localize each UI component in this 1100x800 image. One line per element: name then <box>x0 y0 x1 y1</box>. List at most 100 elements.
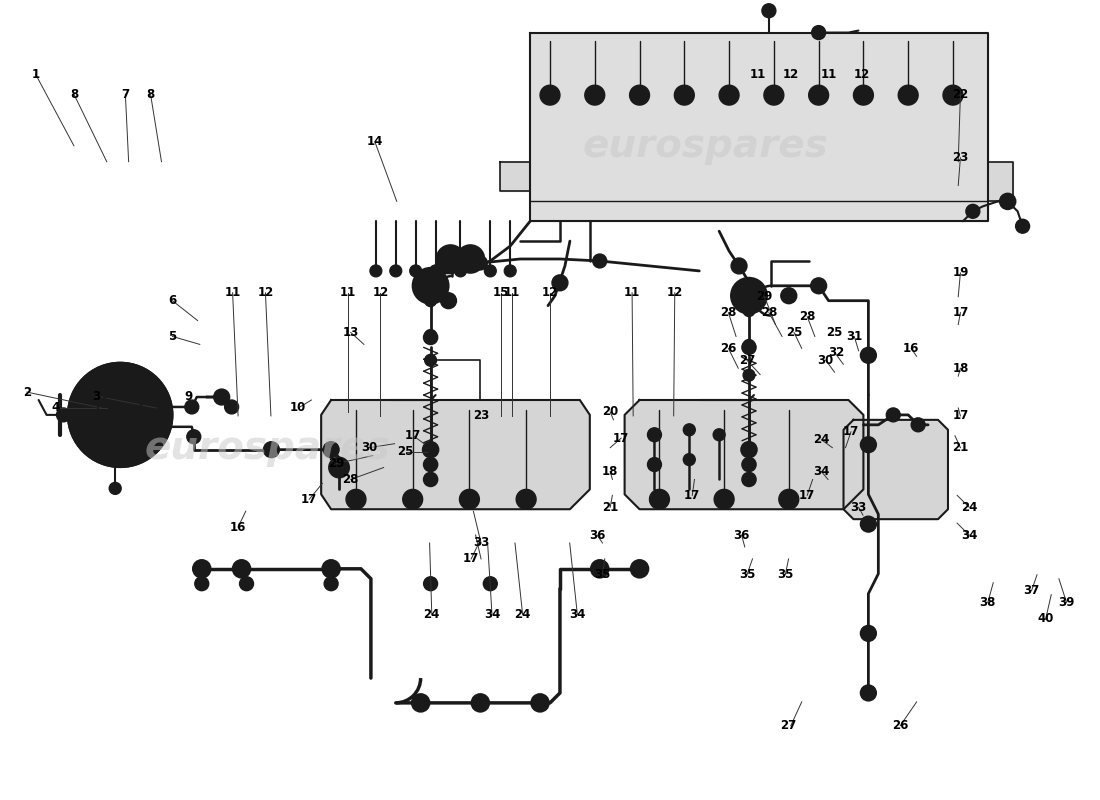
Text: 31: 31 <box>846 330 862 343</box>
Polygon shape <box>625 400 864 510</box>
Circle shape <box>713 429 725 441</box>
Circle shape <box>472 694 490 712</box>
Circle shape <box>742 305 755 317</box>
Text: 1: 1 <box>32 68 40 81</box>
Text: 11: 11 <box>750 68 766 81</box>
Circle shape <box>899 86 918 105</box>
Text: 26: 26 <box>892 719 909 732</box>
Circle shape <box>322 560 340 578</box>
Text: 17: 17 <box>463 552 480 566</box>
Text: 34: 34 <box>813 465 829 478</box>
Circle shape <box>683 424 695 436</box>
Circle shape <box>683 454 695 466</box>
Circle shape <box>887 408 900 422</box>
Text: 27: 27 <box>739 354 755 366</box>
Circle shape <box>424 473 438 486</box>
Circle shape <box>441 293 456 309</box>
Text: 24: 24 <box>424 608 440 621</box>
Text: 35: 35 <box>739 568 756 582</box>
Circle shape <box>430 265 441 277</box>
Circle shape <box>424 577 438 590</box>
Text: 37: 37 <box>1023 584 1040 597</box>
Circle shape <box>425 330 437 342</box>
Circle shape <box>346 490 366 510</box>
Circle shape <box>195 577 209 590</box>
Circle shape <box>240 577 253 590</box>
Text: 11: 11 <box>821 68 837 81</box>
Circle shape <box>324 577 338 590</box>
Circle shape <box>454 265 466 277</box>
Text: 16: 16 <box>903 342 920 355</box>
Circle shape <box>860 626 877 642</box>
Circle shape <box>1000 194 1015 210</box>
Circle shape <box>591 560 608 578</box>
Text: 25: 25 <box>826 326 843 339</box>
Circle shape <box>516 490 536 510</box>
Text: 13: 13 <box>343 326 359 339</box>
Text: 12: 12 <box>854 68 870 81</box>
Circle shape <box>443 252 458 266</box>
Text: 17: 17 <box>953 410 968 422</box>
Text: 35: 35 <box>777 568 793 582</box>
Text: 10: 10 <box>290 402 307 414</box>
Circle shape <box>585 86 605 105</box>
Circle shape <box>860 685 877 701</box>
Circle shape <box>483 577 497 590</box>
Circle shape <box>323 442 339 458</box>
Circle shape <box>473 256 487 270</box>
Circle shape <box>56 408 70 422</box>
Text: 12: 12 <box>257 286 274 299</box>
Text: 5: 5 <box>168 330 176 343</box>
Circle shape <box>674 86 694 105</box>
Circle shape <box>370 265 382 277</box>
Circle shape <box>424 458 438 471</box>
Circle shape <box>192 560 211 578</box>
Circle shape <box>264 442 279 458</box>
Text: 14: 14 <box>366 135 383 148</box>
Text: 23: 23 <box>473 410 490 422</box>
Polygon shape <box>321 400 590 510</box>
Text: 36: 36 <box>588 529 605 542</box>
Circle shape <box>329 458 349 478</box>
Circle shape <box>437 245 464 273</box>
Circle shape <box>781 288 796 304</box>
Circle shape <box>741 442 757 458</box>
Circle shape <box>630 560 649 578</box>
Text: 17: 17 <box>953 306 968 319</box>
Text: 18: 18 <box>953 362 969 374</box>
Circle shape <box>460 490 480 510</box>
Text: 33: 33 <box>473 537 490 550</box>
Text: 9: 9 <box>185 390 192 402</box>
Text: 34: 34 <box>961 529 978 542</box>
Polygon shape <box>530 33 988 222</box>
Circle shape <box>593 254 607 268</box>
Text: 28: 28 <box>761 306 777 319</box>
Circle shape <box>854 86 873 105</box>
Text: 28: 28 <box>799 310 815 323</box>
Circle shape <box>411 694 430 712</box>
Text: 24: 24 <box>961 501 978 514</box>
Circle shape <box>762 4 776 18</box>
Text: 36: 36 <box>734 529 750 542</box>
Circle shape <box>732 258 747 274</box>
Text: 34: 34 <box>484 608 500 621</box>
Circle shape <box>719 86 739 105</box>
Circle shape <box>649 490 670 510</box>
Text: 7: 7 <box>121 88 130 101</box>
Text: eurospares: eurospares <box>583 126 828 165</box>
Text: 25: 25 <box>397 445 414 458</box>
Circle shape <box>456 245 484 273</box>
Text: 12: 12 <box>542 286 558 299</box>
Text: 19: 19 <box>953 266 969 279</box>
Text: 25: 25 <box>785 326 802 339</box>
Text: 11: 11 <box>224 286 241 299</box>
Circle shape <box>763 86 784 105</box>
Text: 12: 12 <box>783 68 799 81</box>
Circle shape <box>742 370 755 381</box>
Text: 6: 6 <box>168 294 176 307</box>
Text: 18: 18 <box>602 465 618 478</box>
Text: eurospares: eurospares <box>145 429 390 466</box>
Circle shape <box>109 482 121 494</box>
Text: 15: 15 <box>493 286 509 299</box>
Circle shape <box>714 490 734 510</box>
